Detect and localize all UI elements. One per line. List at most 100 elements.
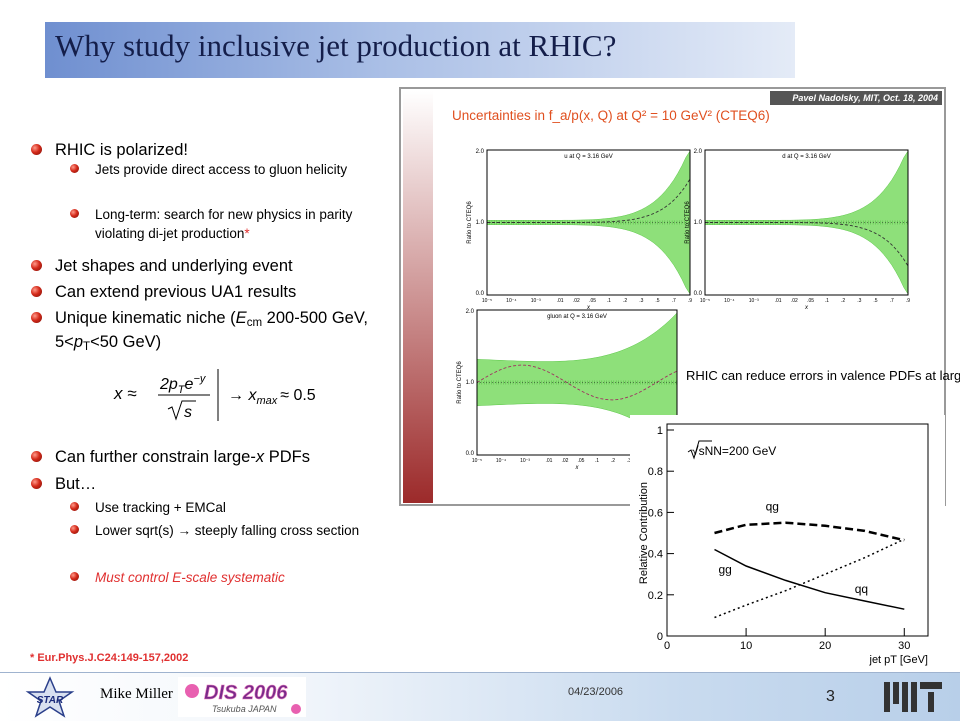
y-tick-label: 0.4 (648, 549, 663, 561)
bullet-text: But… (55, 475, 97, 493)
y-tick-label: 0.6 (648, 507, 663, 519)
bullet-marker (31, 478, 42, 489)
panel-x-tick: .7 (890, 298, 894, 304)
formula-numerator: 2pTe−y (159, 373, 207, 396)
bullet-text: → (177, 523, 192, 538)
panel-x-tick: 10⁻⁴ (506, 298, 516, 304)
panel-x-label: x (586, 305, 591, 311)
bullet-text: steeply falling cross section (191, 523, 360, 538)
footnote: * Eur.Phys.J.C24:149-157,2002 (30, 652, 189, 664)
bullet-text: cm (246, 317, 263, 329)
bullet-text: Jets provide direct access to gluon heli… (95, 162, 348, 177)
numerator-sub: T (178, 384, 186, 396)
x-tick-label: 10 (740, 640, 752, 652)
star-text: STAR (37, 695, 64, 706)
panel-label: u at Q = 3.16 GeV (564, 154, 613, 160)
bullet-item: RHIC is polarized! (31, 138, 407, 162)
series-line (714, 538, 905, 619)
bullet-text: <50 GeV) (90, 333, 162, 351)
panel-x-tick: .9 (675, 458, 679, 464)
figure-note: RHIC can reduce errors in valence PDFs a… (686, 368, 960, 383)
figure-strip (403, 91, 433, 503)
panel-x-tick: .7 (659, 458, 663, 464)
panel-x-tick: .2 (611, 458, 615, 464)
pdf-panel: u at Q = 3.16 GeV 2.0 1.0 0.010⁻⁵ 10⁻⁴ 10⁻³ .0… (467, 149, 692, 311)
bullet-marker (31, 286, 42, 297)
formula-rhs: → xmax ≈ 0.5 (228, 387, 316, 407)
dis-sub: Tsukuba JAPAN (212, 704, 277, 714)
bullet-item: Unique kinematic niche (Ecm 200-500 GeV,… (31, 306, 407, 354)
bullet-item: Long-term: search for new physics in par… (70, 205, 405, 243)
panel-x-tick: .3 (627, 458, 631, 464)
panel-x-tick: .02 (791, 298, 798, 304)
bullet-text: T (83, 341, 91, 353)
footer-date: 04/23/2006 (568, 686, 624, 698)
panel-x-tick: .3 (639, 298, 643, 304)
panel-x-label: x (804, 305, 809, 311)
bullet-text: Can extend previous UA1 results (55, 283, 297, 301)
panel-y-tick: 0.0 (694, 291, 703, 297)
pdf-panels: u at Q = 3.16 GeV2.01.00.010⁻⁵ 10⁻⁴ 10⁻³ .0… (457, 149, 910, 471)
logo-bar (920, 682, 942, 689)
pdf-panel: d at Q = 3.16 GeV 2.0 1.0 0.010⁻⁵ 10⁻⁴ 10⁻³ .0… (685, 149, 910, 311)
pdf-curve (705, 222, 909, 267)
uncertainty-band (476, 312, 678, 453)
chart-title: √sNN=200 GeV (687, 440, 776, 460)
panel-x-tick: .01 (546, 458, 553, 464)
numerator-exp: e (185, 376, 194, 393)
series-label: gg (718, 562, 731, 576)
dis-text: DIS 2006 (204, 682, 288, 704)
bullet-text: Jet shapes and underlying event (55, 257, 293, 275)
x-tick-label: 20 (819, 640, 831, 652)
panel-x-label: x (575, 465, 580, 471)
formula-lhs: x ≈ (113, 384, 137, 403)
pdf-panel: gluon at Q = 3.16 GeV 2.0 1.0 0.010⁻⁵ 10⁻⁴ 10… (457, 309, 679, 471)
bullet-marker (70, 572, 79, 581)
panel-x-tick: .02 (573, 298, 580, 304)
panel-x-tick: .7 (672, 298, 676, 304)
logo-bar (911, 682, 917, 712)
bullet-text: Must control E-scale systematic (95, 570, 285, 585)
numerator-sup: −y (193, 373, 206, 385)
y-tick-label: 0 (657, 631, 663, 643)
dis-logo: DIS 2006 Tsukuba JAPAN (178, 677, 306, 717)
bullet-text: Long-term: search for new physics in par… (95, 207, 353, 241)
dis-logo-bg (178, 677, 306, 717)
panel-label: gluon at Q = 3.16 GeV (547, 314, 607, 320)
panel-y-tick: 0.0 (466, 451, 475, 457)
bullet-item: Can further constrain large-x PDFs (31, 445, 407, 469)
bullet-marker (70, 525, 79, 534)
blossom (291, 704, 301, 714)
panel-x-tick: .05 (807, 298, 814, 304)
panel-y-tick: 1.0 (466, 380, 475, 386)
bullet-text: 200-500 GeV, 5< (55, 309, 368, 351)
panel-y-label: Ratio to CTEQ6 (457, 361, 463, 404)
bullet-text: * (244, 226, 250, 241)
panel-x-tick: .9 (688, 298, 692, 304)
bullet-marker (70, 209, 79, 218)
star-logo: STAR (25, 676, 75, 718)
bullet-text: RHIC is polarized! (55, 141, 188, 159)
panel-y-tick: 1.0 (476, 220, 485, 226)
title-bar (45, 22, 795, 78)
plot-frame (666, 423, 929, 637)
x-axis-label: jet pT [GeV] (869, 654, 929, 666)
inset-background (630, 415, 945, 672)
panel-x-tick: 10⁻⁵ (472, 458, 482, 464)
y-axis-label: Relative Contribution (638, 482, 650, 584)
mit-logo (884, 682, 942, 712)
bullet-text: Can further constrain large- (55, 448, 256, 466)
panel-y-tick: 0.0 (476, 291, 485, 297)
bullet-text: Lower sqrt(s) (95, 523, 178, 538)
panel-y-label: Ratio to CTEQ6 (467, 201, 473, 244)
figure-title: Uncertainties in f_a/p(x, Q) at Q² = 10 … (452, 108, 770, 123)
logo-bar (884, 682, 890, 712)
panel-frame (486, 149, 691, 296)
panel-x-tick: .01 (775, 298, 782, 304)
panel-x-tick: .2 (841, 298, 845, 304)
panel-y-tick: 2.0 (476, 149, 485, 155)
x-tick-label: 0 (664, 640, 670, 652)
rhs-value: ≈ 0.5 (280, 387, 316, 404)
slide-title: Why study inclusive jet production at RH… (55, 28, 617, 63)
